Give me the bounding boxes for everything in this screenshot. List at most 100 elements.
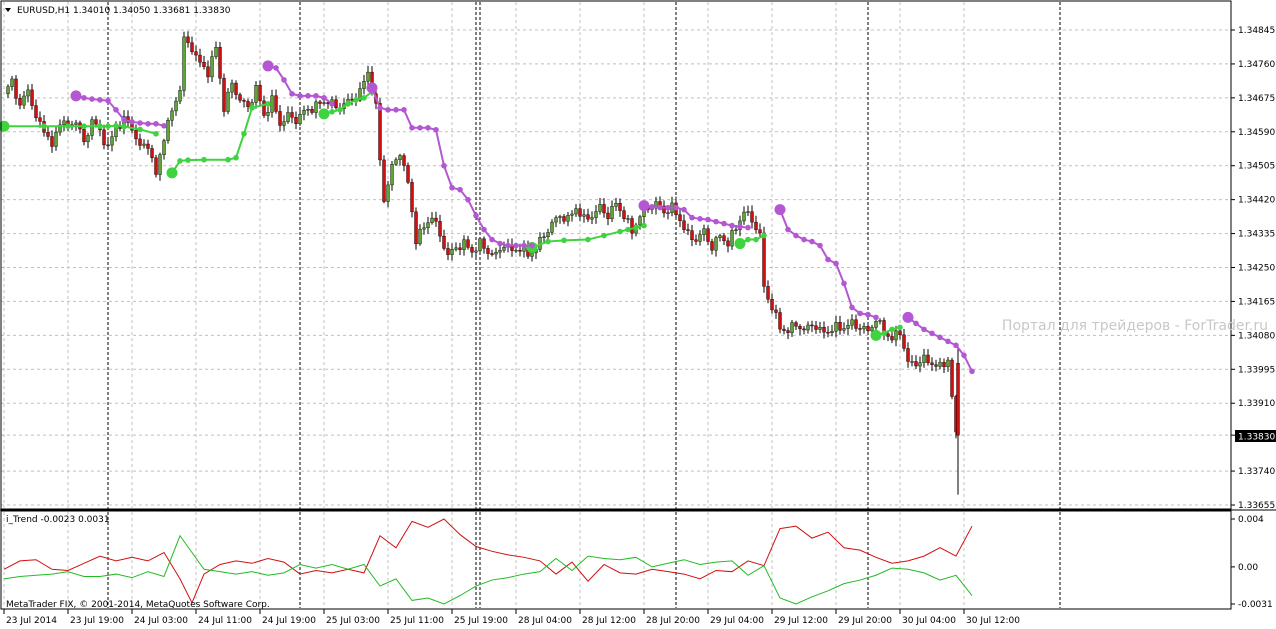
candle[interactable] — [138, 133, 142, 151]
candle[interactable] — [306, 105, 310, 116]
candle[interactable] — [282, 115, 286, 131]
candle[interactable] — [254, 81, 258, 109]
candle[interactable] — [150, 144, 154, 163]
candle[interactable] — [890, 332, 894, 344]
candle[interactable] — [46, 126, 50, 141]
candle[interactable] — [394, 157, 398, 166]
candle[interactable] — [690, 224, 694, 247]
candle[interactable] — [266, 106, 270, 122]
candle[interactable] — [626, 214, 630, 224]
candle[interactable] — [438, 214, 442, 243]
candle[interactable] — [458, 242, 462, 256]
candle[interactable] — [174, 97, 178, 116]
candle[interactable] — [726, 237, 730, 253]
candle[interactable] — [622, 206, 626, 222]
candle[interactable] — [614, 197, 618, 211]
candle[interactable] — [662, 200, 666, 218]
candle[interactable] — [90, 116, 94, 140]
candle[interactable] — [558, 214, 562, 224]
candle[interactable] — [486, 245, 490, 260]
candle[interactable] — [382, 155, 386, 204]
candle[interactable] — [278, 105, 282, 132]
candle[interactable] — [794, 320, 798, 331]
candle[interactable] — [86, 132, 90, 149]
candle[interactable] — [602, 198, 606, 218]
candle[interactable] — [862, 322, 866, 334]
candle[interactable] — [366, 65, 370, 87]
candle[interactable] — [406, 162, 410, 185]
candle[interactable] — [742, 206, 746, 225]
candle[interactable] — [942, 358, 946, 374]
candle[interactable] — [686, 223, 690, 235]
candle[interactable] — [482, 236, 486, 254]
candle[interactable] — [14, 75, 18, 105]
candle[interactable] — [478, 237, 482, 254]
candle[interactable] — [298, 109, 302, 126]
candle[interactable] — [226, 88, 230, 115]
candle[interactable] — [142, 139, 146, 149]
candle[interactable] — [718, 233, 722, 242]
candle[interactable] — [466, 235, 470, 250]
candle[interactable] — [934, 359, 938, 372]
candle[interactable] — [930, 357, 934, 371]
candle[interactable] — [758, 223, 762, 237]
candle[interactable] — [102, 124, 106, 150]
candle[interactable] — [854, 314, 858, 332]
candle[interactable] — [106, 139, 110, 149]
candle[interactable] — [242, 98, 246, 108]
candle[interactable] — [702, 224, 706, 242]
candle[interactable] — [274, 89, 278, 114]
candle[interactable] — [446, 242, 450, 261]
candle[interactable] — [434, 211, 438, 227]
candle[interactable] — [878, 318, 882, 325]
candle[interactable] — [10, 75, 14, 91]
candle[interactable] — [846, 319, 850, 335]
candle[interactable] — [818, 321, 822, 334]
candle[interactable] — [246, 98, 250, 113]
candle[interactable] — [826, 326, 830, 338]
candle[interactable] — [694, 234, 698, 246]
candle[interactable] — [750, 205, 754, 229]
candle[interactable] — [234, 80, 238, 100]
candle[interactable] — [314, 99, 318, 119]
candle[interactable] — [154, 154, 158, 178]
candle[interactable] — [730, 226, 734, 250]
candle[interactable] — [714, 235, 718, 257]
candle[interactable] — [574, 204, 578, 217]
candle[interactable] — [398, 153, 402, 166]
candle[interactable] — [838, 315, 842, 335]
candle[interactable] — [6, 84, 10, 98]
candle[interactable] — [678, 208, 682, 228]
candle[interactable] — [830, 324, 834, 337]
candle[interactable] — [502, 241, 506, 253]
candle[interactable] — [462, 235, 466, 256]
candle[interactable] — [722, 232, 726, 245]
candle[interactable] — [710, 238, 714, 255]
candle[interactable] — [186, 31, 190, 48]
candle[interactable] — [34, 99, 38, 122]
candle[interactable] — [190, 36, 194, 55]
candle[interactable] — [158, 152, 162, 181]
candle[interactable] — [606, 206, 610, 226]
candle[interactable] — [698, 230, 702, 246]
candle[interactable] — [746, 205, 750, 217]
candle[interactable] — [858, 323, 862, 336]
candle[interactable] — [302, 105, 306, 121]
candle[interactable] — [822, 321, 826, 339]
candle[interactable] — [910, 355, 914, 367]
candle[interactable] — [906, 342, 910, 368]
candle[interactable] — [914, 355, 918, 370]
candle[interactable] — [850, 314, 854, 330]
candle[interactable] — [782, 325, 786, 335]
candle[interactable] — [82, 127, 86, 146]
candle[interactable] — [202, 55, 206, 70]
candle[interactable] — [814, 320, 818, 334]
candle[interactable] — [770, 293, 774, 314]
candle[interactable] — [62, 115, 66, 132]
candle[interactable] — [490, 249, 494, 257]
candle[interactable] — [918, 356, 922, 373]
candle[interactable] — [26, 84, 30, 103]
candle[interactable] — [194, 45, 198, 62]
candle[interactable] — [706, 225, 710, 246]
candle[interactable] — [474, 248, 478, 259]
